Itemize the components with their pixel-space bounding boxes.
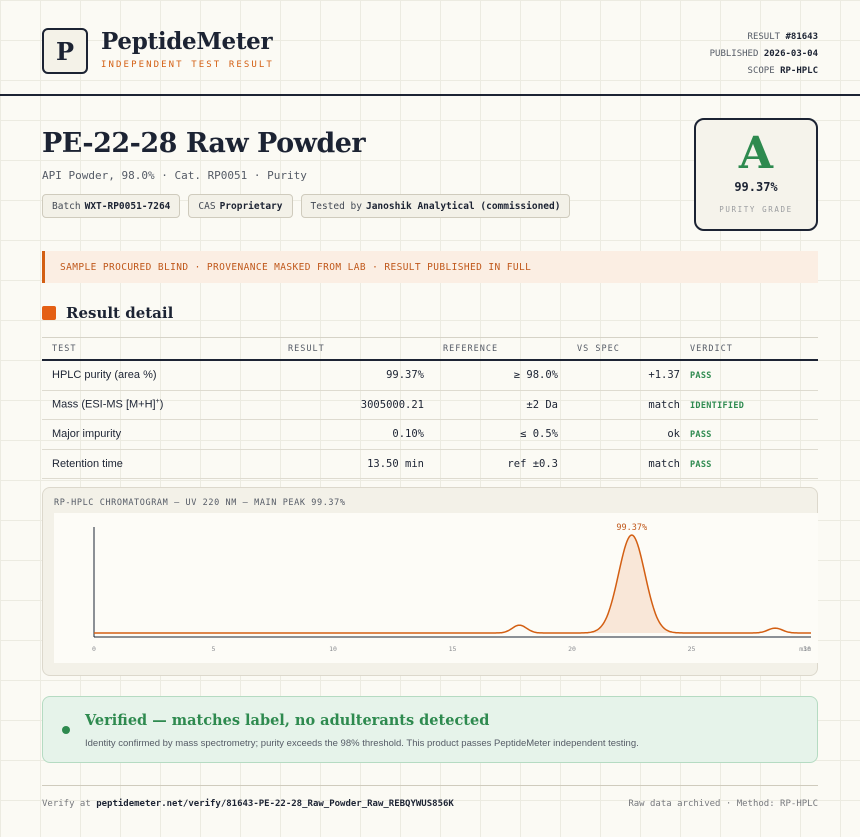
cell-reference: ≥ 98.0%: [513, 369, 558, 382]
purity-grade-card: A 99.37% PURITY GRADE: [694, 118, 818, 231]
cell-test: Retention time: [52, 457, 123, 470]
chromatogram-panel: RP-HPLC CHROMATOGRAM — UV 220 NM — MAIN …: [42, 487, 818, 676]
batch-chip: Batch WXT-RP0051-7264: [42, 194, 181, 218]
report-meta: RESULT #81643 PUBLISHED 2026-03-04 SCOPE…: [710, 29, 818, 80]
verify-link[interactable]: peptidemeter.net/verify/81643-PE-22-28_R…: [96, 799, 454, 809]
tested-by-chip: Tested by Janoshik Analytical (commission…: [300, 194, 571, 218]
cell-result: 0.10%: [392, 428, 424, 441]
col-result: RESULT: [288, 343, 325, 354]
x-tick-label: 10: [329, 645, 337, 653]
cell-test: HPLC purity (area %): [52, 369, 157, 382]
cell-test: Major impurity: [52, 428, 122, 441]
verdict-badge: PASS: [690, 430, 712, 441]
cell-vs-spec: match: [648, 457, 680, 470]
cell-test: Mass (ESI-MS [M+H]+): [52, 398, 164, 412]
cell-reference: ≤ 0.5%: [520, 428, 558, 441]
peak-label: 99.37%: [616, 523, 647, 533]
cell-result: 13.50 min: [367, 457, 424, 470]
col-verdict: VERDICT: [690, 343, 733, 354]
brand-logo: P: [42, 28, 88, 74]
table-row: Mass (ESI-MS [M+H]+) 3005000.21 ±2 Da ma…: [42, 391, 818, 420]
section-marker-icon: [42, 306, 56, 320]
cas-chip: CAS Proprietary: [188, 194, 293, 218]
brand-name: PeptideMeter: [101, 28, 273, 55]
cell-vs-spec: +1.37: [648, 369, 680, 382]
verified-banner: Verified — matches label, no adulterants…: [42, 696, 818, 763]
verified-title: Verified — matches label, no adulterants…: [85, 712, 490, 729]
col-reference: REFERENCE: [443, 343, 499, 354]
verdict-badge: PASS: [690, 459, 712, 470]
verified-text: Identity confirmed by mass spectrometry;…: [85, 738, 639, 749]
x-tick-label: 20: [568, 645, 576, 653]
verify-line: Verify at peptidemeter.net/verify/81643-…: [42, 799, 454, 809]
table-row: Major impurity 0.10% ≤ 0.5% ok PASS: [42, 420, 818, 450]
trace-fill: [592, 535, 672, 633]
result-number: #81643: [785, 32, 818, 42]
cell-reference: ±2 Da: [526, 398, 558, 411]
cell-result: 99.37%: [386, 369, 424, 382]
table-header: TEST RESULT REFERENCE VS SPEC VERDICT: [42, 337, 818, 361]
chromatogram-label: RP-HPLC CHROMATOGRAM — UV 220 NM — MAIN …: [54, 498, 346, 508]
report-header: P PeptideMeter INDEPENDENT TEST RESULT R…: [0, 0, 860, 96]
x-tick-label: 25: [688, 645, 696, 653]
result-detail-heading: Result detail: [42, 304, 173, 322]
chromatogram-plot: 99.37% 0 5 10 15 20 25 30 min: [54, 513, 818, 663]
meta-scope: SCOPE RP-HPLC: [747, 66, 818, 76]
brand-subtitle: INDEPENDENT TEST RESULT: [101, 60, 274, 70]
product-chips: Batch WXT-RP0051-7264 CAS Proprietary Test…: [42, 194, 571, 218]
grade-letter: A: [738, 128, 774, 179]
report-footer: Verify at peptidemeter.net/verify/81643-…: [42, 785, 818, 809]
verified-dot-icon: [62, 726, 70, 734]
grade-value: 99.37%: [734, 180, 778, 194]
product-subtitle: API Powder, 98.0% · Cat. RP0051 · Purity: [42, 169, 307, 182]
cell-reference: ref ±0.3: [507, 457, 558, 470]
x-axis-unit: min: [799, 645, 811, 653]
table-row: Retention time 13.50 min ref ±0.3 match …: [42, 450, 818, 479]
trace-line: [94, 534, 811, 634]
x-tick-label: 5: [212, 645, 216, 653]
procurement-notice: SAMPLE PROCURED BLIND · PROVENANCE MASKE…: [42, 251, 818, 283]
meta-result: RESULT #81643: [747, 32, 818, 42]
cell-vs-spec: ok: [667, 428, 680, 441]
meta-published: PUBLISHED 2026-03-04: [709, 49, 818, 59]
verdict-badge: IDENTIFIED: [690, 400, 745, 411]
grade-label: PURITY GRADE: [719, 205, 793, 214]
x-tick-label: 0: [92, 645, 96, 653]
col-vs-spec: VS SPEC: [577, 343, 620, 354]
published-date: 2026-03-04: [763, 49, 818, 59]
x-tick-label: 30: [803, 645, 811, 653]
result-table: TEST RESULT REFERENCE VS SPEC VERDICT HP…: [42, 337, 818, 479]
table-row: HPLC purity (area %) 99.37% ≥ 98.0% +1.3…: [42, 361, 818, 391]
col-test: TEST: [52, 343, 77, 354]
verdict-badge: PASS: [690, 371, 712, 382]
archive-note: Raw data archived · Method: RP-HPLC: [628, 799, 818, 809]
scope-value: RP-HPLC: [780, 66, 818, 76]
cell-result: 3005000.21: [360, 398, 424, 411]
logo-letter: P: [55, 36, 75, 66]
product-title: PE-22-28 Raw Powder: [42, 128, 366, 159]
cell-vs-spec: match: [648, 398, 680, 411]
x-tick-label: 15: [449, 645, 457, 653]
